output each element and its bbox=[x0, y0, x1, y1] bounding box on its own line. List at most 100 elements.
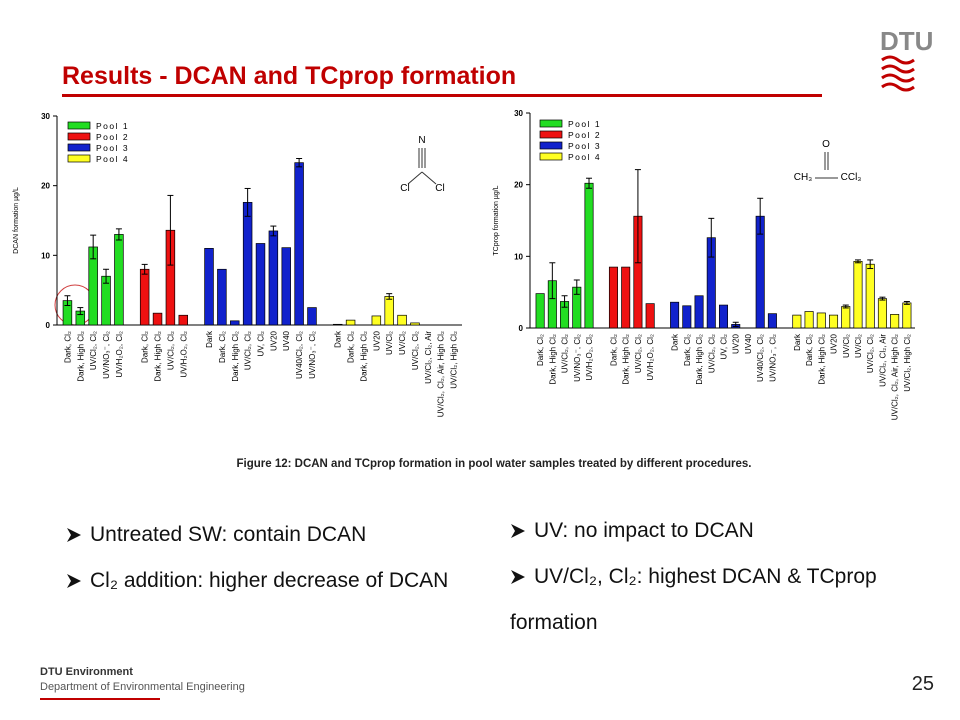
bar bbox=[682, 305, 692, 329]
x-tick-label: Dark, Cl₂ bbox=[347, 331, 356, 363]
bar bbox=[152, 312, 163, 326]
y-tick-label: 10 bbox=[514, 252, 523, 261]
bullet-arrow bbox=[67, 574, 81, 588]
bar bbox=[584, 182, 594, 329]
x-tick-label: UV20 bbox=[830, 333, 839, 354]
bullet: UV: no impact to DCAN bbox=[510, 508, 930, 554]
x-tick-label: Dark bbox=[334, 330, 343, 348]
bar bbox=[242, 202, 253, 326]
x-tick-label: Dark bbox=[671, 333, 680, 351]
structure-dcan bbox=[407, 148, 437, 185]
x-tick-label: UV/Cl₂, Cl₂, Air bbox=[424, 331, 433, 384]
page-number: 25 bbox=[912, 673, 934, 695]
bullet-text: UV/Cl₂, Cl₂: highest DCAN & TCprop forma… bbox=[510, 565, 877, 634]
x-tick-label: Dark, High Cl₂ bbox=[359, 331, 368, 382]
legend-label: Pool 4 bbox=[568, 152, 601, 162]
bar bbox=[332, 323, 343, 326]
x-tick-label: UV/H₂O₂, Cl₂ bbox=[115, 331, 124, 378]
bar bbox=[694, 295, 704, 329]
x-tick-label: UV/Cl₂ bbox=[398, 331, 407, 355]
legend-swatch bbox=[539, 152, 563, 161]
legend-label: Pool 2 bbox=[96, 132, 129, 142]
structure-tcprop bbox=[815, 152, 838, 179]
bar bbox=[371, 315, 382, 326]
bar bbox=[890, 314, 900, 329]
bar bbox=[307, 307, 317, 326]
legend-label: Pool 4 bbox=[96, 154, 129, 164]
structure-label: CCl₃ bbox=[841, 172, 862, 183]
bullet-list-right: UV: no impact to DCAN UV/Cl₂, Cl₂: highe… bbox=[510, 508, 930, 646]
bar bbox=[535, 293, 545, 329]
bar bbox=[410, 322, 420, 326]
x-tick-label: UV40 bbox=[282, 330, 291, 351]
x-tick-label: Dark bbox=[205, 330, 214, 348]
bullet: Cl₂ addition: higher decrease of DCAN bbox=[66, 558, 448, 604]
bullet-list-left: Untreated SW: contain DCAN Cl₂ addition:… bbox=[66, 512, 448, 604]
bar bbox=[767, 313, 777, 329]
x-tick-label: Dark, High Cl₂ bbox=[231, 331, 240, 382]
slide-title: Results - DCAN and TCprop formation bbox=[62, 62, 516, 90]
logo-waves bbox=[881, 55, 915, 92]
structure-label: O bbox=[822, 139, 830, 150]
structure-label: CH₃ bbox=[794, 172, 813, 183]
x-tick-label: Dark, Cl₂ bbox=[218, 331, 227, 363]
x-tick-label: Dark bbox=[793, 333, 802, 351]
x-tick-label: UV40 bbox=[744, 333, 753, 354]
x-tick-label: UV/Cl₂, High Cl₂ bbox=[903, 334, 912, 392]
x-tick-label: UV20 bbox=[732, 333, 741, 354]
x-tick-label: UV20 bbox=[372, 330, 381, 351]
x-tick-label: UV/Cl₂, Cl₂, Air bbox=[878, 334, 887, 387]
bullet: Untreated SW: contain DCAN bbox=[66, 512, 448, 558]
legend-swatch bbox=[67, 143, 91, 152]
bar bbox=[204, 248, 214, 326]
x-tick-label: UV/Cl₂, Cl₂ bbox=[707, 334, 716, 373]
x-tick-label: Dark, Cl₂ bbox=[609, 334, 618, 366]
bar bbox=[816, 312, 826, 329]
bar bbox=[178, 314, 189, 326]
x-tick-label: UV/Cl₂ bbox=[842, 334, 851, 358]
bar bbox=[841, 306, 851, 329]
x-tick-label: Dark, High Cl₂ bbox=[695, 334, 704, 385]
bar bbox=[114, 234, 124, 326]
x-tick-label: Dark, Cl₂ bbox=[141, 331, 150, 363]
y-tick-label: 0 bbox=[46, 321, 51, 330]
bullet-text: Cl₂ addition: higher decrease of DCAN bbox=[90, 569, 449, 592]
x-tick-label: UV/NO₃⁻, Cl₂ bbox=[102, 331, 111, 379]
legend-swatch bbox=[67, 121, 91, 130]
legend-swatch bbox=[539, 119, 563, 128]
x-tick-label: UV/H₂O₂, Cl₂ bbox=[646, 334, 655, 381]
bar bbox=[268, 230, 279, 326]
y-tick-label: 20 bbox=[41, 182, 50, 191]
x-tick-label: Dark, High Cl₂ bbox=[817, 334, 826, 385]
legend-swatch bbox=[539, 141, 563, 150]
legend-swatch bbox=[67, 132, 91, 141]
x-tick-label: UV/Cl₂, Cl₂ bbox=[561, 334, 570, 373]
bar bbox=[792, 314, 802, 329]
x-tick-label: UV/NO₃⁻, Cl₂ bbox=[308, 331, 317, 379]
structure-label: Cl bbox=[400, 183, 409, 194]
y-tick-label: 30 bbox=[41, 112, 50, 121]
x-tick-label: UV/Cl₂, Cl₂, Air, High Cl₂ bbox=[891, 334, 900, 420]
legend-label: Pool 1 bbox=[568, 119, 601, 129]
bar bbox=[255, 243, 266, 326]
bar bbox=[397, 314, 407, 326]
x-tick-label: UV/NO₃⁻, Cl₂ bbox=[573, 334, 582, 382]
bar bbox=[645, 303, 655, 329]
bar bbox=[670, 301, 680, 329]
legend-label: Pool 3 bbox=[568, 141, 601, 151]
title-rule bbox=[62, 94, 822, 97]
legend-swatch bbox=[67, 154, 91, 163]
x-tick-label: UV/Cl₂, Cl₂ bbox=[866, 334, 875, 373]
bar bbox=[139, 268, 150, 326]
bar bbox=[804, 311, 814, 329]
figure-caption: Figure 12: DCAN and TCprop formation in … bbox=[236, 458, 751, 470]
x-tick-label: UV/Cl₂, Cl₂ bbox=[244, 331, 253, 370]
y-tick-label: 10 bbox=[41, 251, 50, 260]
x-tick-label: Dark, Cl₂ bbox=[536, 334, 545, 366]
bar bbox=[865, 263, 875, 329]
x-tick-label: UV40/Cl₂, Cl₂ bbox=[295, 331, 304, 379]
structure-label: N bbox=[418, 135, 425, 146]
bar bbox=[718, 304, 729, 329]
